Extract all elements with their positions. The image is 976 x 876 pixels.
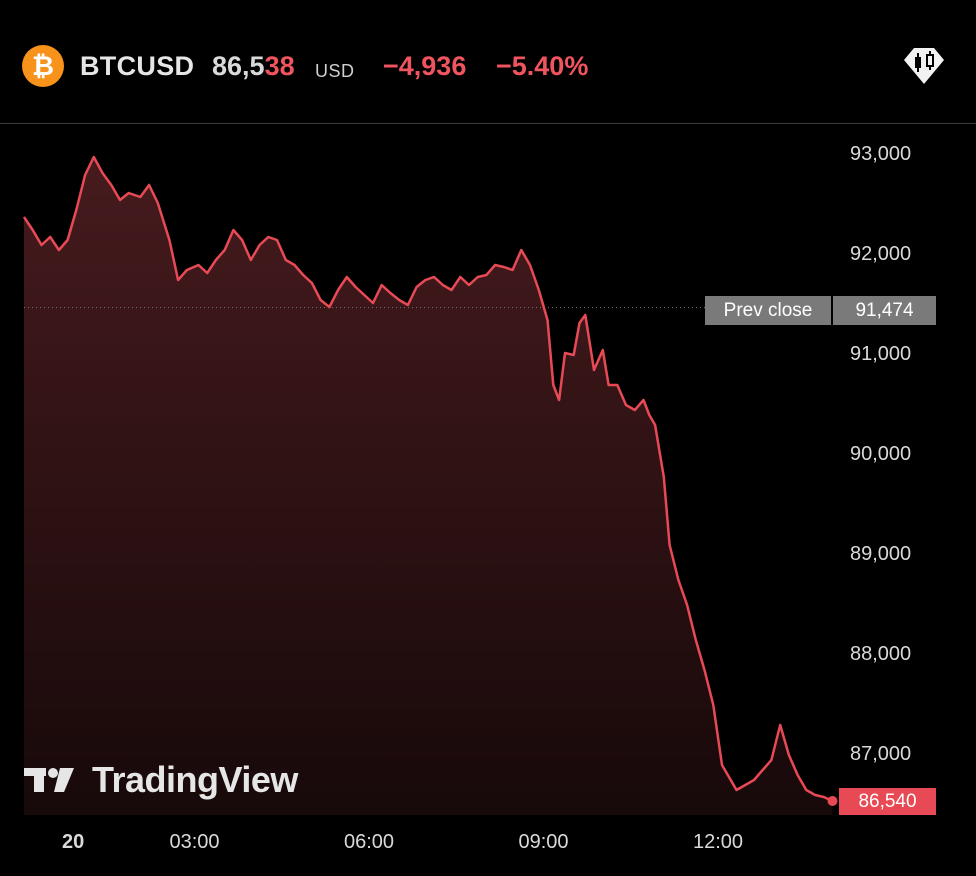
price-tail: 38 xyxy=(264,51,295,81)
x-tick-label: 12:00 xyxy=(693,831,744,853)
price-chart[interactable] xyxy=(0,125,976,876)
price-change: −4,936 xyxy=(383,51,467,81)
x-tick-label: 09:00 xyxy=(518,831,569,853)
price-change-percent: −5.40% xyxy=(496,51,589,81)
price-main: 86,5 xyxy=(212,51,265,81)
price-line xyxy=(22,155,834,803)
x-tick-label: 03:00 xyxy=(169,831,220,853)
prev-close-label: Prev close xyxy=(705,296,831,325)
y-tick-label: 91,000 xyxy=(850,343,912,365)
y-tick-label: 93,000 xyxy=(850,143,912,165)
last-price-dot xyxy=(827,796,838,806)
currency-label: USD xyxy=(315,61,355,81)
y-tick-label: 88,000 xyxy=(850,643,912,665)
x-tick-label: 20 xyxy=(62,831,85,853)
y-tick-label: 90,000 xyxy=(850,443,912,465)
price-area-fill xyxy=(24,157,833,815)
y-tick-label: 92,000 xyxy=(850,243,912,265)
bitcoin-icon: ₿ xyxy=(22,45,64,87)
x-tick-label: 06:00 xyxy=(344,831,395,853)
candlestick-icon[interactable] xyxy=(900,42,948,90)
y-tick-label: 87,000 xyxy=(850,743,912,765)
ticker-header: ₿ BTCUSD 86,538 USD −4,936 −5.40% xyxy=(0,0,976,124)
ticker-symbol[interactable]: BTCUSD xyxy=(80,51,195,81)
tradingview-logo-icon xyxy=(24,768,74,792)
watermark-text: TradingView xyxy=(92,759,298,800)
tradingview-watermark: TradingView xyxy=(24,759,298,800)
last-price-label: 86,540 xyxy=(839,788,936,815)
current-price: 86,538 xyxy=(212,51,295,82)
prev-close-value: 91,474 xyxy=(833,296,936,325)
y-tick-label: 89,000 xyxy=(850,543,912,565)
